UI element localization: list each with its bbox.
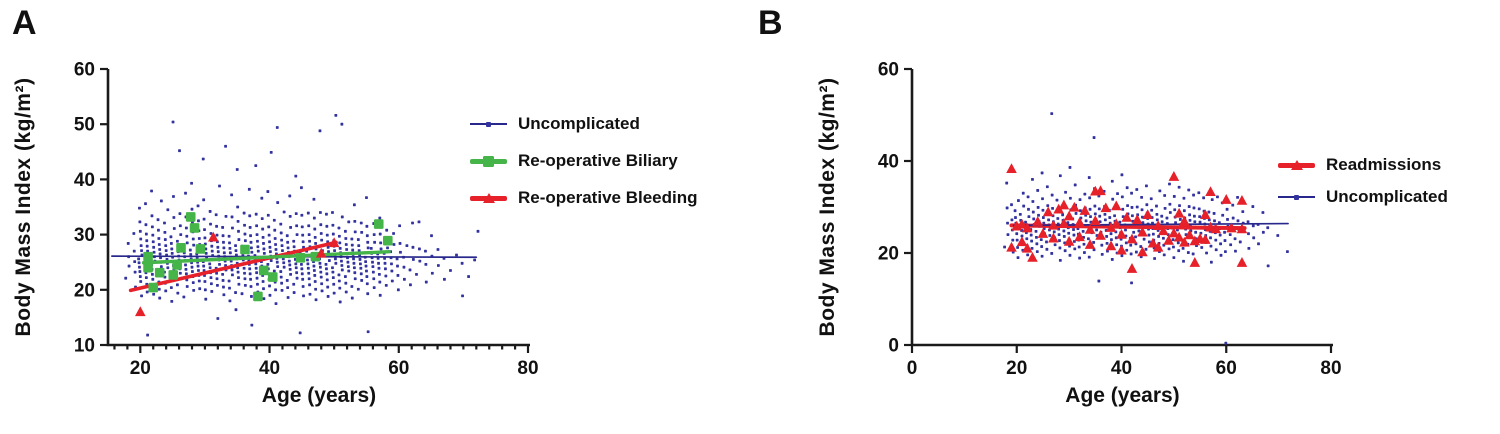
y-axis-title: Body Mass Index (kg/m²) bbox=[816, 78, 839, 337]
y-tick-label: 40 bbox=[74, 170, 95, 191]
x-tick-label: 20 bbox=[130, 358, 151, 379]
legend-label: Re-operative Biliary bbox=[518, 151, 678, 170]
y-axis-title: Body Mass Index (kg/m²) bbox=[12, 78, 35, 337]
y-tick-label: 0 bbox=[888, 336, 899, 357]
series-re-operative-bleeding bbox=[135, 231, 340, 317]
trend-lines bbox=[111, 240, 478, 293]
legend-sample-green-line bbox=[470, 153, 507, 169]
legend-item-reoperative-biliary: Re-operative Biliary bbox=[470, 151, 678, 171]
square-marker-icon bbox=[483, 155, 494, 167]
trend-uncomplicated bbox=[1012, 222, 1289, 227]
trend-re-operative-biliary bbox=[141, 250, 391, 265]
legend-item-readmissions: Readmissions bbox=[1278, 155, 1441, 175]
legend-item-uncomplicated-b: Uncomplicated bbox=[1278, 187, 1448, 207]
y-tick-label: 40 bbox=[878, 152, 899, 173]
legend-label: Uncomplicated bbox=[518, 114, 640, 133]
legend-label: Re-operative Bleeding bbox=[518, 188, 698, 207]
series-uncomplicated-points bbox=[124, 113, 480, 337]
x-tick-label: 0 bbox=[907, 358, 918, 379]
panel-a-letter: A bbox=[12, 4, 37, 42]
panel-b: 0 20 40 60 0 20 40 60 80 Age (years) Body Mass Ind… bbox=[816, 60, 1342, 408]
legend-label: Readmissions bbox=[1326, 155, 1442, 174]
x-axis-title: Age (years) bbox=[1065, 384, 1179, 407]
y-tick-label: 30 bbox=[74, 225, 95, 246]
tick-marks bbox=[904, 67, 1333, 353]
y-tick-label: 20 bbox=[878, 244, 899, 265]
x-tick-label: 60 bbox=[1216, 358, 1237, 379]
x-tick-label: 40 bbox=[1111, 358, 1132, 379]
y-tick-label: 10 bbox=[74, 336, 95, 357]
legend-sample-red-line bbox=[1278, 157, 1315, 173]
x-tick-label: 20 bbox=[1006, 358, 1027, 379]
series-readmissions bbox=[1006, 163, 1248, 273]
legend-sample-red-line bbox=[470, 190, 507, 206]
panel-b-letter: B bbox=[758, 4, 783, 42]
legend-item-uncomplicated-a: Uncomplicated bbox=[470, 114, 640, 134]
tick-labels: 10 20 30 40 50 60 20 40 60 80 bbox=[74, 60, 539, 380]
legend-sample-blue-line bbox=[1278, 189, 1315, 205]
y-tick-label: 60 bbox=[74, 60, 95, 81]
x-tick-label: 80 bbox=[517, 358, 538, 379]
x-tick-label: 80 bbox=[1320, 358, 1341, 379]
x-tick-label: 40 bbox=[259, 358, 280, 379]
y-tick-label: 60 bbox=[878, 60, 899, 81]
series-markers bbox=[1006, 163, 1248, 273]
x-tick-label: 60 bbox=[388, 358, 409, 379]
x-axis-title: Age (years) bbox=[262, 384, 376, 407]
series-re-operative-biliary bbox=[143, 212, 393, 302]
y-tick-label: 50 bbox=[74, 115, 95, 136]
series-markers bbox=[135, 212, 393, 317]
triangle-marker-icon bbox=[482, 193, 495, 203]
panel-a-axes bbox=[106, 69, 530, 347]
triangle-marker-icon bbox=[1290, 160, 1303, 170]
panel-b-axes bbox=[910, 69, 1333, 347]
tick-marks bbox=[100, 67, 530, 353]
tick-labels: 0 20 40 60 0 20 40 60 80 bbox=[878, 60, 1342, 380]
trend-re-operative-bleeding bbox=[128, 240, 338, 293]
legend-item-reoperative-bleeding: Re-operative Bleeding bbox=[470, 188, 698, 208]
panel-a: 10 20 30 40 50 60 20 40 60 80 Age (years) Body Mass… bbox=[12, 60, 539, 408]
legend-label: Uncomplicated bbox=[1326, 187, 1448, 206]
dot-marker-icon bbox=[486, 121, 491, 127]
legend-sample-blue-line bbox=[470, 116, 507, 132]
dot-marker-icon bbox=[1294, 194, 1299, 200]
y-tick-label: 20 bbox=[74, 280, 95, 301]
